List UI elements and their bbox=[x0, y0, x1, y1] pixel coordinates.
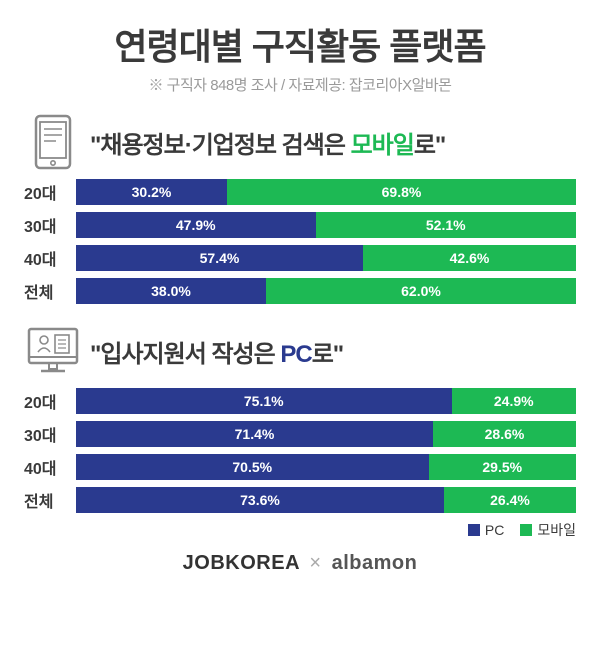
chart-row: 30대 71.4%28.6% bbox=[24, 421, 576, 447]
section-header: "입사지원서 작성은 PC로" bbox=[24, 322, 576, 380]
chart-row: 전체 73.6%26.4% bbox=[24, 487, 576, 513]
section-mobile: "채용정보·기업정보 검색은 모바일로" 20대 30.2%69.8% 30대 47.… bbox=[24, 113, 576, 304]
chart-row: 20대 30.2%69.8% bbox=[24, 179, 576, 205]
brand-jobkorea: JOBKOREA bbox=[183, 552, 300, 574]
phone-icon bbox=[24, 113, 82, 171]
page-title: 연령대별 구직활동 플랫폼 bbox=[24, 18, 576, 70]
swatch-mobile bbox=[520, 524, 532, 536]
row-label: 30대 bbox=[24, 422, 68, 446]
stacked-bar: 70.5%29.5% bbox=[76, 454, 576, 480]
stacked-bar: 47.9%52.1% bbox=[76, 212, 576, 238]
chart-row: 30대 47.9%52.1% bbox=[24, 212, 576, 238]
legend-label: 모바일 bbox=[537, 520, 576, 540]
section-quote: "채용정보·기업정보 검색은 모바일로" bbox=[90, 125, 445, 160]
stacked-bar: 75.1%24.9% bbox=[76, 388, 576, 414]
chart-row: 40대 57.4%42.6% bbox=[24, 245, 576, 271]
row-label: 30대 bbox=[24, 213, 68, 237]
footer-logo: JOBKOREA × albamon bbox=[24, 552, 576, 575]
bar-segment-mobile: 24.9% bbox=[452, 388, 577, 414]
stacked-bar: 71.4%28.6% bbox=[76, 421, 576, 447]
chart-row: 20대 75.1%24.9% bbox=[24, 388, 576, 414]
quote-highlight: 모바일 bbox=[351, 132, 414, 159]
bar-segment-mobile: 29.5% bbox=[429, 454, 577, 480]
chart-rows: 20대 75.1%24.9% 30대 71.4%28.6% 40대 70.5%29.5% 전… bbox=[24, 388, 576, 513]
stacked-bar: 57.4%42.6% bbox=[76, 245, 576, 271]
brand-albamon: albamon bbox=[332, 552, 418, 574]
chart-row: 40대 70.5%29.5% bbox=[24, 454, 576, 480]
bar-segment-pc: 38.0% bbox=[76, 278, 266, 304]
bar-segment-pc: 70.5% bbox=[76, 454, 429, 480]
quote-post: 로" bbox=[312, 341, 343, 368]
row-label: 전체 bbox=[24, 279, 68, 303]
section-quote: "입사지원서 작성은 PC로" bbox=[90, 334, 343, 369]
row-label: 20대 bbox=[24, 389, 68, 413]
section-pc: "입사지원서 작성은 PC로" 20대75.1%24.9%30대71.4%28.… bbox=[24, 322, 576, 540]
row-label: 40대 bbox=[24, 246, 68, 270]
bar-segment-mobile: 28.6% bbox=[433, 421, 576, 447]
quote-highlight: PC bbox=[280, 341, 311, 368]
bar-segment-mobile: 52.1% bbox=[316, 212, 577, 238]
bar-segment-pc: 47.9% bbox=[76, 212, 316, 238]
bar-segment-mobile: 62.0% bbox=[266, 278, 576, 304]
stacked-bar: 73.6%26.4% bbox=[76, 487, 576, 513]
section-header: "채용정보·기업정보 검색은 모바일로" bbox=[24, 113, 576, 171]
quote-post: 로" bbox=[414, 132, 445, 159]
desktop-icon bbox=[24, 322, 82, 380]
chart-row: 전체 38.0%62.0% bbox=[24, 278, 576, 304]
stacked-bar: 30.2%69.8% bbox=[76, 179, 576, 205]
legend-item-mobile: 모바일 bbox=[520, 520, 576, 540]
bar-segment-pc: 73.6% bbox=[76, 487, 444, 513]
bar-segment-pc: 71.4% bbox=[76, 421, 433, 447]
bar-segment-pc: 57.4% bbox=[76, 245, 363, 271]
page-subtitle: ※ 구직자 848명 조사 / 자료제공: 잡코리아X알바몬 bbox=[24, 74, 576, 95]
chart-legend: PC 모바일 bbox=[24, 520, 576, 540]
legend-label: PC bbox=[485, 522, 504, 538]
legend-item-pc: PC bbox=[468, 520, 504, 540]
row-label: 20대 bbox=[24, 180, 68, 204]
quote-pre: "채용정보·기업정보 검색은 bbox=[90, 132, 351, 159]
chart-rows: 20대 30.2%69.8% 30대 47.9%52.1% 40대 57.4%42.6% 전… bbox=[24, 179, 576, 304]
brand-separator: × bbox=[309, 552, 321, 574]
bar-segment-mobile: 42.6% bbox=[363, 245, 576, 271]
quote-pre: "입사지원서 작성은 bbox=[90, 341, 280, 368]
bar-segment-pc: 30.2% bbox=[76, 179, 227, 205]
bar-segment-mobile: 69.8% bbox=[227, 179, 576, 205]
bar-segment-mobile: 26.4% bbox=[444, 487, 576, 513]
row-label: 전체 bbox=[24, 488, 68, 512]
stacked-bar: 38.0%62.0% bbox=[76, 278, 576, 304]
row-label: 40대 bbox=[24, 455, 68, 479]
bar-segment-pc: 75.1% bbox=[76, 388, 452, 414]
swatch-pc bbox=[468, 524, 480, 536]
